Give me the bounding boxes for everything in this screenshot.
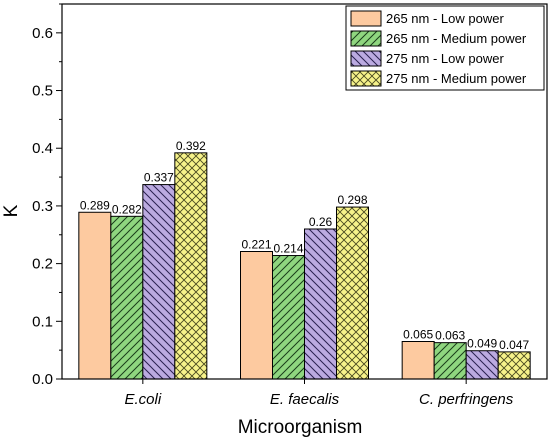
x-tick-label: E. faecalis [270, 391, 340, 408]
legend-label: 265 nm - Medium power [386, 31, 527, 46]
bar [174, 152, 208, 380]
data-label: 0.289 [80, 198, 110, 212]
x-axis-title: Microorganism [238, 417, 363, 438]
y-tick-label: 0.1 [32, 313, 53, 330]
bar [78, 211, 112, 380]
data-label: 0.063 [435, 329, 465, 343]
bar [401, 341, 435, 380]
data-label: 0.26 [309, 215, 333, 229]
legend-swatch [350, 10, 382, 27]
y-tick-label: 0.2 [32, 256, 53, 273]
data-label: 0.337 [144, 171, 174, 185]
legend-swatch [350, 30, 382, 47]
bar [433, 342, 467, 380]
legend-label: 265 nm - Low power [386, 11, 504, 26]
x-tick-label: C. perfringens [419, 391, 514, 408]
plot-frame [61, 3, 548, 380]
data-label: 0.221 [241, 238, 271, 252]
y-axis-title: K [1, 204, 22, 217]
y-tick-label: 0.4 [32, 140, 53, 157]
data-label: 0.392 [176, 139, 206, 153]
bar [110, 215, 144, 380]
data-label: 0.282 [112, 202, 142, 216]
y-tick-label: 0.5 [32, 83, 53, 100]
bar [497, 351, 531, 380]
y-tick-label: 0.3 [32, 198, 53, 215]
legend-swatch [350, 70, 382, 87]
legend-swatch [350, 50, 382, 67]
bar [336, 206, 369, 380]
bar [304, 228, 337, 380]
bar [142, 184, 176, 380]
data-label: 0.047 [499, 338, 529, 352]
data-label: 0.065 [403, 328, 433, 342]
data-label: 0.214 [273, 242, 303, 256]
legend: 265 nm - Low power 265 nm - Medium power 2… [345, 5, 545, 91]
legend-label: 275 nm - Medium power [386, 71, 527, 86]
legend-label: 275 nm - Low power [386, 51, 504, 66]
data-label: 0.298 [337, 193, 367, 207]
y-tick-label: 0.6 [32, 25, 53, 42]
bar [465, 350, 499, 380]
data-label: 0.049 [467, 337, 497, 351]
y-tick-label: 0.0 [32, 371, 53, 388]
x-tick-label: E.coli [124, 391, 161, 408]
bar [272, 255, 305, 380]
bar [240, 251, 273, 380]
